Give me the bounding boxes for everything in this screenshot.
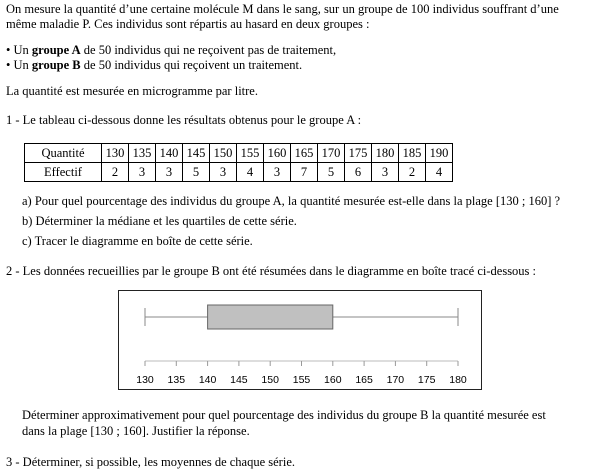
quantity-cell: 180	[371, 143, 399, 163]
question-3: 3 - Déterminer, si possible, les moyenne…	[6, 455, 295, 469]
quantity-cell: 175	[344, 143, 372, 163]
group-b-line: • Un groupe B de 50 individus qui reçoiv…	[6, 58, 302, 73]
x-tick-label: 145	[230, 374, 248, 386]
quantity-cell: 165	[290, 143, 318, 163]
quantity-cell: 190	[425, 143, 453, 163]
quantity-cell: 150	[209, 143, 237, 163]
count-cell: 5	[317, 162, 345, 182]
quantity-cell: 130	[101, 143, 129, 163]
bullet-b: • Un	[6, 58, 32, 72]
quantity-cell: 160	[263, 143, 291, 163]
question-2-line-1: Déterminer approximativement pour quel p…	[22, 408, 546, 422]
count-cell: 2	[101, 162, 129, 182]
group-a-line: • Un groupe A de 50 individus qui ne reç…	[6, 43, 336, 58]
count-cell: 5	[182, 162, 210, 182]
x-tick-label: 140	[199, 374, 217, 386]
count-cell: 2	[398, 162, 426, 182]
x-tick-label: 160	[324, 374, 342, 386]
count-cell: 4	[425, 162, 453, 182]
unit-sentence: La quantité est mesurée en microgramme p…	[6, 84, 258, 98]
intro-line-2: même maladie P. Ces individus sont répar…	[6, 17, 370, 31]
quantity-cell: 185	[398, 143, 426, 163]
count-cell: 3	[371, 162, 399, 182]
x-tick-label: 135	[168, 374, 186, 386]
question-1a: a) Pour quel pourcentage des individus d…	[22, 194, 561, 208]
boxplot-chart: 130 135 140 145 150 155 160 165 170 175 180	[136, 304, 467, 386]
group-b-text: de 50 individus qui reçoivent un traitem…	[80, 58, 303, 72]
count-cell: 4	[236, 162, 264, 182]
x-tick-label: 130	[136, 374, 154, 386]
x-tick-label: 155	[293, 374, 311, 386]
count-cell: 3	[155, 162, 183, 182]
x-tick-label: 165	[355, 374, 373, 386]
row-label-quantity: Quantité	[24, 143, 102, 163]
count-cell: 3	[128, 162, 156, 182]
question-1-intro: 1 - Le tableau ci-dessous donne les résu…	[6, 113, 362, 127]
count-cell: 3	[263, 162, 291, 182]
x-tick-label: 175	[418, 374, 436, 386]
quantity-cell: 145	[182, 143, 210, 163]
count-cell: 6	[344, 162, 372, 182]
question-2-line-2: dans la plage [130 ; 160]. Justifier la …	[22, 424, 250, 438]
group-a-text: de 50 individus qui ne reçoivent pas de …	[80, 43, 337, 57]
data-table-group-a: Quantité 130 135 140 145 150 155 160 165 170 175 1…	[24, 143, 453, 182]
table-row-quantities: Quantité 130 135 140 145 150 155 160 165 170 175 1…	[24, 143, 453, 163]
x-tick-label: 180	[449, 374, 467, 386]
quantity-cell: 135	[128, 143, 156, 163]
x-tick-label: 170	[387, 374, 405, 386]
quantity-cell: 140	[155, 143, 183, 163]
question-2-intro: 2 - Les données recueillies par le group…	[6, 264, 537, 278]
group-a-name: groupe A	[31, 43, 81, 57]
quantity-cell: 155	[236, 143, 264, 163]
row-label-count: Effectif	[24, 162, 102, 182]
boxplot-frame: 130 135 140 145 150 155 160 165 170 175 180	[118, 290, 482, 390]
question-1b: b) Déterminer la médiane et les quartile…	[22, 214, 297, 228]
count-cell: 3	[209, 162, 237, 182]
bullet-a: • Un	[6, 43, 32, 57]
box-q1-q3	[207, 304, 334, 330]
x-tick-label: 150	[261, 374, 279, 386]
group-b-name: groupe B	[31, 58, 81, 72]
quantity-cell: 170	[317, 143, 345, 163]
intro-line-1: On mesure la quantité d’une certaine mol…	[6, 2, 559, 16]
count-cell: 7	[290, 162, 318, 182]
question-1c: c) Tracer le diagramme en boîte de cette…	[22, 234, 253, 248]
